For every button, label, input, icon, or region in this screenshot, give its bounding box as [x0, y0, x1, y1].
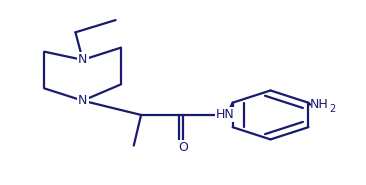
Text: N: N [78, 94, 87, 107]
Text: N: N [78, 53, 87, 66]
Text: 2: 2 [329, 104, 335, 114]
Text: O: O [178, 141, 188, 154]
Text: HN: HN [216, 108, 235, 121]
Text: NH: NH [310, 98, 329, 111]
